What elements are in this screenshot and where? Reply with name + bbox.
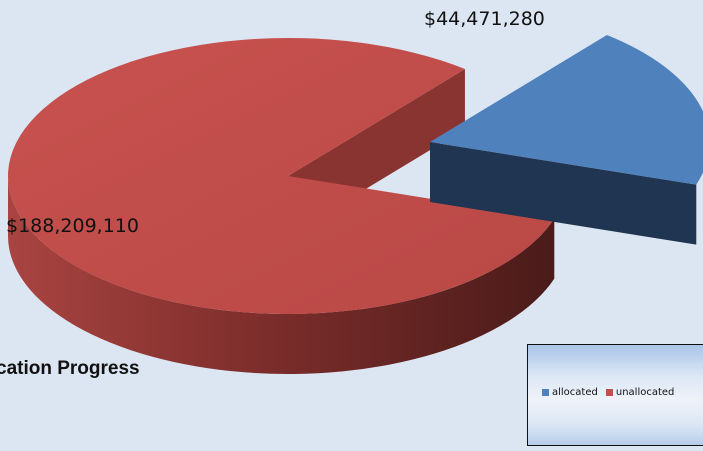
chart-title: cation Progress xyxy=(0,358,140,379)
legend-swatch-unallocated xyxy=(605,389,613,396)
legend-swatch-allocated xyxy=(542,389,549,396)
legend-item-allocated: allocated xyxy=(542,387,598,398)
slice-unallocated[interactable] xyxy=(7,37,555,314)
legend: allocated unallocated xyxy=(527,344,703,446)
slice-unallocated-side xyxy=(8,176,555,374)
slice-allocated[interactable] xyxy=(430,35,703,185)
data-label-allocated: $44,471,280 xyxy=(424,8,545,30)
legend-label-allocated: allocated xyxy=(552,387,598,398)
legend-item-unallocated: unallocated xyxy=(605,387,675,398)
data-label-unallocated: $188,209,110 xyxy=(6,215,139,237)
slice-allocated-wall xyxy=(430,142,697,245)
legend-label-unallocated: unallocated xyxy=(615,387,675,398)
